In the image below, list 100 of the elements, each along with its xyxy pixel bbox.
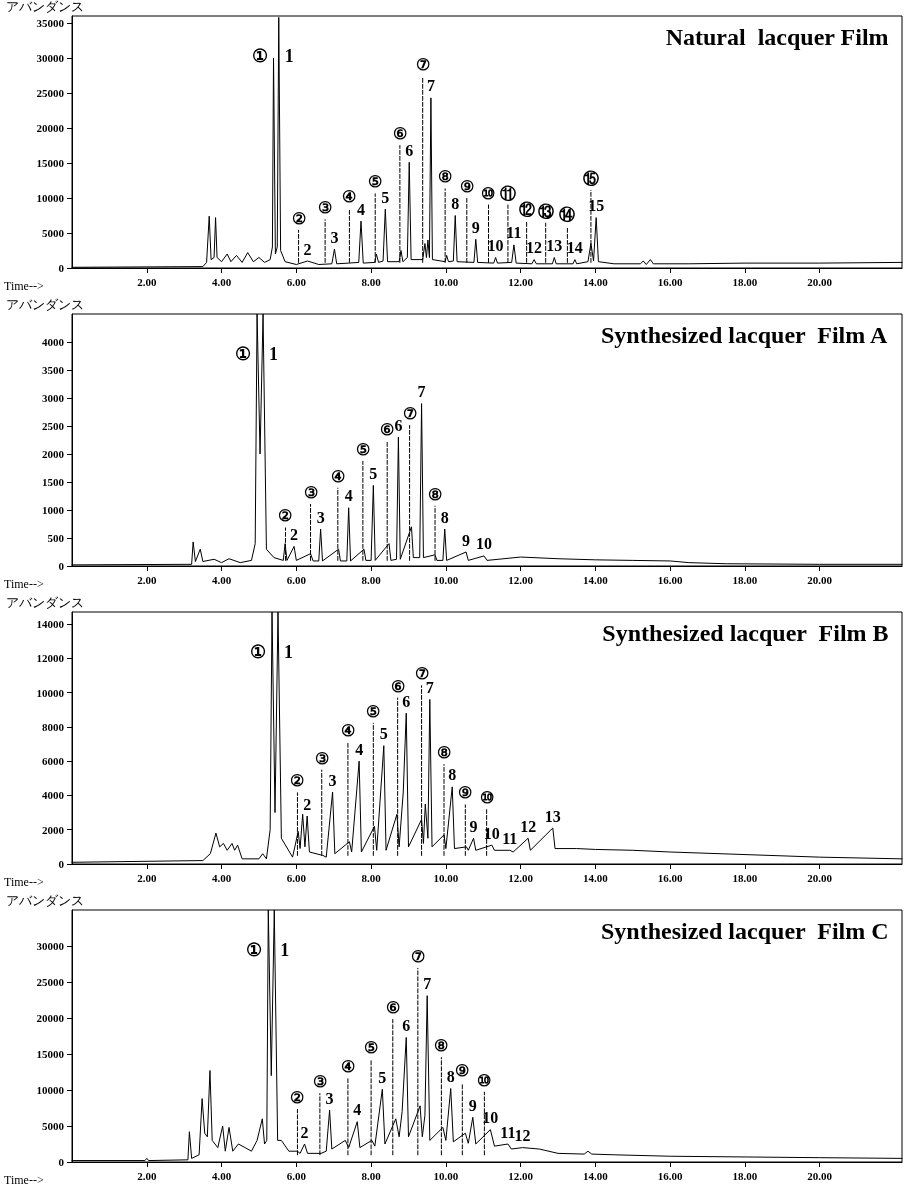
- annotation: 9: [462, 531, 471, 549]
- x-tick-label: 8.00: [361, 573, 382, 586]
- x-tick-label: 2.00: [137, 275, 157, 288]
- annotation: 5: [381, 188, 390, 206]
- y-tick-label: 2000: [42, 823, 65, 836]
- y-tick-label: 0: [58, 262, 65, 274]
- annotation: 3: [325, 1089, 334, 1107]
- y-tick-label: 25000: [36, 976, 65, 988]
- annotation: ②: [291, 209, 306, 227]
- y-tick-label: 10000: [36, 1084, 65, 1096]
- x-tick-label: 20.00: [807, 275, 833, 288]
- annotation: 10: [476, 535, 493, 553]
- annotation: ⑧: [434, 1037, 449, 1055]
- y-tick-label: 3500: [42, 364, 65, 376]
- annotation: ④: [340, 1057, 355, 1075]
- x-tick-label: 20.00: [807, 871, 833, 884]
- annotation: 12: [514, 1127, 531, 1145]
- x-tick-label: 16.00: [657, 871, 684, 884]
- annotation: ④: [340, 721, 355, 739]
- annotation: 8: [440, 508, 449, 526]
- y-tick-label: 5000: [42, 227, 65, 239]
- annotation: 11: [500, 1123, 516, 1141]
- annotation: 12: [520, 817, 537, 835]
- y-axis-title: アバンダンス: [6, 595, 84, 610]
- annotation: ⑨: [455, 1062, 470, 1080]
- annotation: ⑨: [459, 177, 474, 195]
- annotation: 9: [469, 817, 478, 835]
- annotation: 13: [546, 237, 563, 254]
- x-axis-title: Time-->: [4, 577, 44, 591]
- x-tick-label: 18.00: [732, 573, 758, 586]
- annotation: ⑩: [477, 1071, 492, 1089]
- annotation: ⑧: [438, 168, 453, 186]
- x-tick-label: 4.00: [211, 275, 232, 288]
- annotation: ⑤: [355, 440, 370, 458]
- annotation: ⑦: [402, 404, 417, 422]
- x-tick-label: 2.00: [137, 573, 157, 586]
- annotation: 4: [355, 740, 364, 758]
- annotation: ⑬: [537, 202, 554, 220]
- y-tick-label: 35000: [36, 17, 65, 29]
- annotation: ⑥: [380, 421, 395, 439]
- y-tick-label: 0: [58, 1156, 65, 1168]
- x-tick-label: 4.00: [211, 871, 232, 884]
- annotation: 11: [506, 224, 522, 242]
- annotation: 6: [405, 141, 414, 159]
- annotation: 10: [483, 824, 500, 842]
- annotation: ①: [235, 344, 252, 365]
- y-axis-title: アバンダンス: [6, 297, 84, 312]
- chart-title: Synthesized lacquer Film A: [601, 322, 888, 348]
- y-tick-label: 0: [58, 858, 65, 870]
- annotation: 5: [378, 1068, 387, 1086]
- annotation: 3: [330, 228, 339, 246]
- y-tick-label: 2500: [42, 420, 65, 432]
- annotation: ③: [303, 483, 318, 501]
- x-tick-label: 14.00: [583, 871, 609, 884]
- x-tick-label: 12.00: [508, 275, 534, 288]
- x-tick-label: 16.00: [657, 1169, 684, 1182]
- annotation: ⑪: [499, 184, 516, 202]
- y-axis-title: アバンダンス: [6, 893, 84, 908]
- x-tick-label: 12.00: [508, 573, 534, 586]
- y-tick-label: 2000: [42, 448, 65, 460]
- x-tick-label: 2.00: [137, 1169, 157, 1182]
- annotation: 2: [303, 240, 312, 258]
- y-axis-title: アバンダンス: [6, 0, 84, 14]
- annotation: ⑦: [410, 947, 425, 965]
- y-tick-label: 20000: [36, 122, 65, 134]
- y-tick-label: 20000: [36, 1012, 65, 1024]
- annotation: 10: [482, 1109, 499, 1127]
- x-tick-label: 10.00: [433, 275, 459, 288]
- annotation: ⑮: [582, 169, 599, 187]
- x-tick-label: 8.00: [361, 871, 382, 884]
- annotation: 7: [423, 975, 432, 993]
- x-tick-label: 20.00: [807, 573, 833, 586]
- annotation: 3: [328, 771, 337, 789]
- annotation: 1: [284, 642, 293, 663]
- x-axis-title: Time-->: [4, 1173, 44, 1187]
- y-tick-label: 30000: [36, 52, 65, 64]
- annotation: 2: [303, 795, 312, 813]
- annotation: 7: [426, 77, 435, 95]
- x-tick-label: 16.00: [657, 275, 684, 288]
- annotation: 4: [353, 1101, 362, 1119]
- x-tick-label: 6.00: [286, 871, 307, 884]
- y-tick-label: 12000: [36, 652, 65, 665]
- x-tick-label: 4.00: [211, 573, 232, 586]
- annotation: ②: [278, 507, 293, 525]
- y-tick-label: 8000: [42, 720, 65, 733]
- x-tick-label: 12.00: [508, 871, 534, 884]
- y-tick-label: 3000: [42, 392, 65, 404]
- annotation: 14: [566, 239, 583, 257]
- y-tick-label: 6000: [42, 755, 65, 768]
- annotation: 13: [544, 807, 561, 825]
- x-tick-label: 6.00: [286, 275, 307, 288]
- x-axis-title: Time-->: [4, 875, 44, 889]
- x-tick-label: 2.00: [137, 871, 157, 884]
- annotation: 8: [446, 1068, 455, 1086]
- annotation: 9: [471, 218, 480, 236]
- annotation: ①: [251, 46, 268, 67]
- x-tick-label: 18.00: [732, 871, 758, 884]
- y-tick-label: 0: [58, 560, 65, 572]
- annotation: ⑧: [428, 485, 443, 503]
- annotation: 6: [402, 1016, 411, 1034]
